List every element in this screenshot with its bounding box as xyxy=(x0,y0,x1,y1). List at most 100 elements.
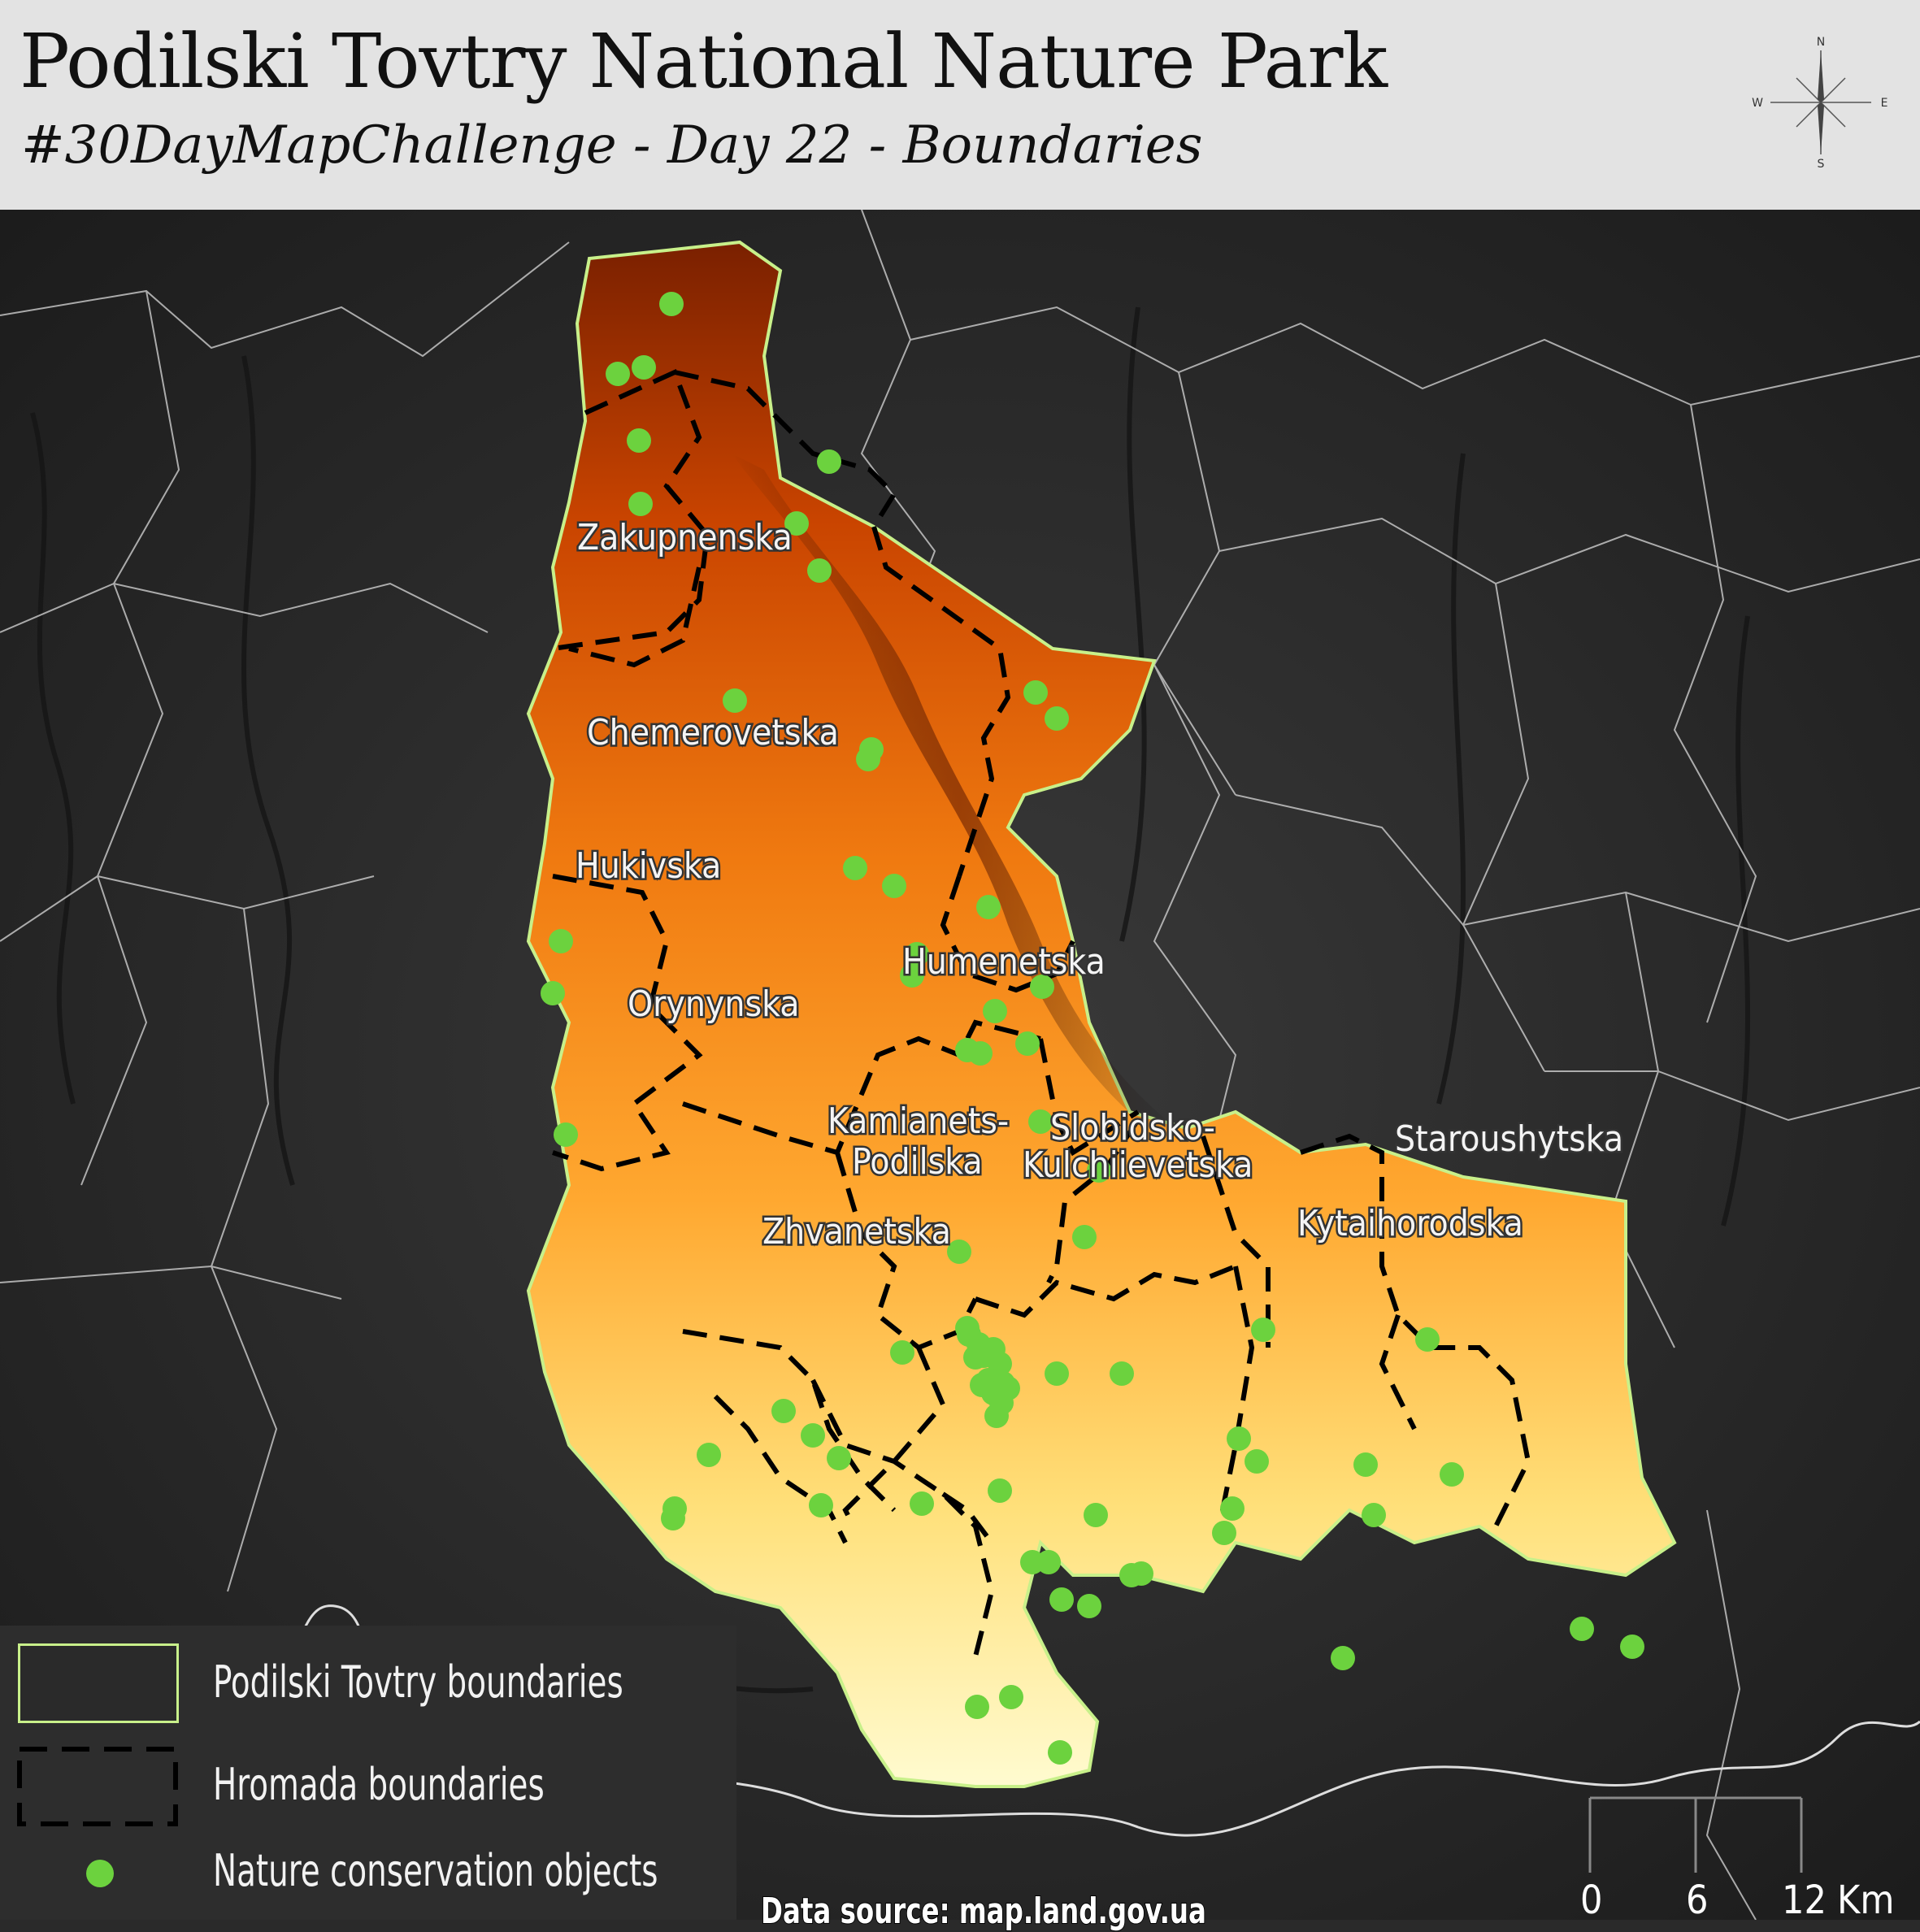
legend-label-hromada-boundary: Hromada boundaries xyxy=(213,1759,545,1810)
conservation-object-marker[interactable] xyxy=(890,1340,914,1365)
hromada-label: Podilska xyxy=(852,1141,983,1183)
conservation-object-marker[interactable] xyxy=(963,1345,988,1370)
conservation-object-marker[interactable] xyxy=(541,981,565,1005)
scale-label-6: 6 xyxy=(1686,1878,1709,1923)
conservation-object-marker[interactable] xyxy=(1028,1109,1053,1134)
conservation-object-marker[interactable] xyxy=(549,929,573,953)
legend-panel: Podilski Tovtry boundaries Hromada bound… xyxy=(0,1626,736,1920)
legend-conservation-dot-icon xyxy=(86,1860,114,1887)
conservation-object-marker[interactable] xyxy=(1084,1503,1108,1527)
legend-label-park-boundary: Podilski Tovtry boundaries xyxy=(213,1656,623,1708)
conservation-object-marker[interactable] xyxy=(856,747,880,771)
conservation-object-marker[interactable] xyxy=(1415,1327,1440,1352)
conservation-object-marker[interactable] xyxy=(968,1041,993,1066)
compass-north: N xyxy=(1817,36,1825,49)
conservation-object-marker[interactable] xyxy=(1227,1426,1251,1451)
conservation-object-marker[interactable] xyxy=(1353,1452,1378,1477)
compass-west: W xyxy=(1752,97,1763,110)
conservation-object-marker[interactable] xyxy=(1440,1462,1464,1487)
map-subtitle: #30DayMapChallenge - Day 22 - Boundaries xyxy=(21,115,1203,176)
data-source-note: Data source: map.land.gov.ua xyxy=(760,1890,1207,1932)
conservation-object-marker[interactable] xyxy=(1620,1635,1644,1659)
hromada-label: Chemerovetska xyxy=(587,712,839,753)
conservation-objects xyxy=(541,292,1644,1765)
hromada-label: Staroushytska xyxy=(1395,1118,1623,1160)
conservation-object-marker[interactable] xyxy=(905,942,929,966)
neighbour-boundaries xyxy=(0,210,1920,1920)
conservation-object-marker[interactable] xyxy=(1129,1561,1153,1586)
conservation-object-marker[interactable] xyxy=(807,558,832,583)
conservation-object-marker[interactable] xyxy=(1245,1449,1269,1474)
legend-hromada-boundary-swatch xyxy=(17,1747,178,1826)
conservation-object-marker[interactable] xyxy=(1045,1361,1069,1386)
conservation-object-marker[interactable] xyxy=(1045,706,1069,731)
conservation-object-marker[interactable] xyxy=(999,1685,1023,1709)
map-canvas[interactable]: Zakupnenska Chemerovetska Hukivska Humenets… xyxy=(0,210,1920,1920)
conservation-object-marker[interactable] xyxy=(627,428,651,453)
conservation-object-marker[interactable] xyxy=(1072,1225,1097,1249)
compass-east: E xyxy=(1881,97,1888,110)
conservation-object-marker[interactable] xyxy=(771,1399,796,1423)
hromada-label: Kytaihorodska xyxy=(1297,1203,1523,1244)
conservation-object-marker[interactable] xyxy=(1049,1587,1074,1612)
scale-bar-ticks xyxy=(1588,1796,1803,1873)
conservation-object-marker[interactable] xyxy=(1110,1361,1134,1386)
conservation-object-marker[interactable] xyxy=(900,963,924,988)
scale-unit: Km xyxy=(1837,1878,1895,1923)
conservation-object-marker[interactable] xyxy=(697,1443,721,1467)
conservation-object-marker[interactable] xyxy=(1077,1594,1101,1618)
hromada-labels: Zakupnenska Chemerovetska Hukivska Humenets… xyxy=(574,515,1626,1255)
conservation-object-marker[interactable] xyxy=(1087,1158,1111,1183)
conservation-object-marker[interactable] xyxy=(910,1491,934,1516)
hromada-label: Orynynska xyxy=(628,983,799,1025)
park-area xyxy=(526,240,1677,1788)
conservation-object-marker[interactable] xyxy=(659,292,684,316)
conservation-object-marker[interactable] xyxy=(983,999,1007,1023)
conservation-object-marker[interactable] xyxy=(1030,975,1054,999)
conservation-object-marker[interactable] xyxy=(1048,1740,1072,1765)
conservation-object-marker[interactable] xyxy=(1362,1503,1386,1527)
conservation-object-marker[interactable] xyxy=(554,1122,578,1147)
scale-bar: 0 6 12 Km xyxy=(1569,1788,1910,1923)
compass-rose-icon: N S E W xyxy=(1752,36,1888,171)
legend-item-park-boundary: Podilski Tovtry boundaries xyxy=(0,1643,736,1725)
conservation-object-marker[interactable] xyxy=(965,1695,989,1719)
tovtry-ridge xyxy=(732,454,1187,1136)
conservation-object-marker[interactable] xyxy=(628,492,653,516)
hromada-label: Slobidsko- xyxy=(1050,1107,1215,1148)
conservation-object-marker[interactable] xyxy=(1015,1031,1040,1056)
conservation-object-marker[interactable] xyxy=(1220,1496,1245,1521)
conservation-object-marker[interactable] xyxy=(1023,680,1048,705)
conservation-object-marker[interactable] xyxy=(947,1240,971,1264)
map-title: Podilski Tovtry National Nature Park xyxy=(20,18,1388,105)
compass-south: S xyxy=(1818,158,1825,171)
title-bar: Podilski Tovtry National Nature Park #30… xyxy=(0,0,1920,210)
conservation-object-marker[interactable] xyxy=(1251,1318,1275,1342)
conservation-object-marker[interactable] xyxy=(632,355,656,380)
conservation-object-marker[interactable] xyxy=(882,874,906,898)
conservation-object-marker[interactable] xyxy=(827,1446,851,1470)
conservation-object-marker[interactable] xyxy=(1036,1550,1061,1574)
legend-park-boundary-swatch xyxy=(18,1643,179,1723)
conservation-object-marker[interactable] xyxy=(843,856,867,880)
conservation-object-marker[interactable] xyxy=(976,895,1001,919)
conservation-object-marker[interactable] xyxy=(984,1404,1009,1428)
conservation-object-marker[interactable] xyxy=(970,1373,994,1397)
conservation-object-marker[interactable] xyxy=(606,362,630,386)
conservation-object-marker[interactable] xyxy=(1331,1646,1355,1670)
conservation-object-marker[interactable] xyxy=(817,449,841,474)
hromada-label: Humenetska xyxy=(902,941,1106,983)
conservation-object-marker[interactable] xyxy=(661,1506,685,1530)
conservation-object-marker[interactable] xyxy=(1212,1521,1236,1545)
legend-item-conservation-objects: Nature conservation objects xyxy=(0,1835,736,1917)
scale-label-0: 0 xyxy=(1580,1878,1603,1923)
conservation-object-marker[interactable] xyxy=(801,1423,825,1448)
conservation-object-marker[interactable] xyxy=(809,1493,833,1517)
scale-label-12: 12 xyxy=(1782,1878,1827,1923)
legend-label-conservation-objects: Nature conservation objects xyxy=(213,1845,658,1896)
conservation-object-marker[interactable] xyxy=(988,1478,1012,1503)
hromada-label: Zakupnenska xyxy=(577,517,793,558)
conservation-object-marker[interactable] xyxy=(784,511,809,536)
conservation-object-marker[interactable] xyxy=(1570,1617,1594,1641)
conservation-object-marker[interactable] xyxy=(723,688,747,713)
